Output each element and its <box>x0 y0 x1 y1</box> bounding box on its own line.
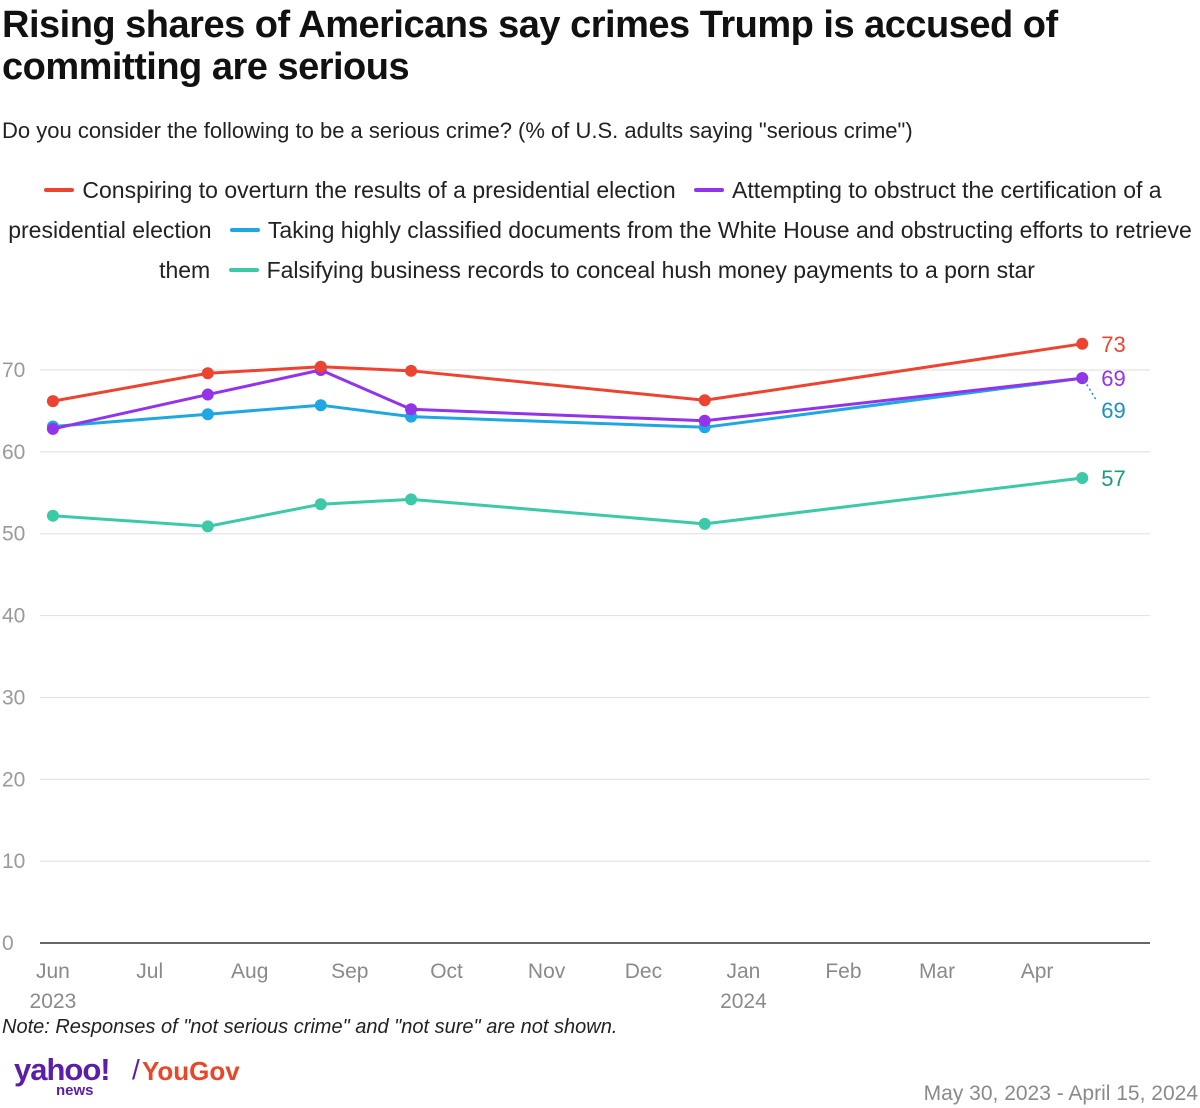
data-point-business-records-0 <box>46 509 59 522</box>
y-axis-ticks: 0 10 20 30 40 50 60 70 <box>2 359 25 955</box>
end-label-overturn: 73 <box>1101 332 1125 357</box>
end-label-leader-classified-documents <box>1083 379 1097 401</box>
data-point-business-records-1 <box>201 520 214 533</box>
end-labels: 73 69 69 57 <box>1083 332 1126 491</box>
y-tick-label-40: 40 <box>2 605 25 628</box>
x-tick-label-apr: Apr <box>1021 960 1054 983</box>
data-point-classified-documents-1 <box>201 408 214 421</box>
x-tick-label-sep: Sep <box>331 960 368 983</box>
x-tick-year-2023: 2023 <box>30 990 77 1013</box>
x-tick-year-2024: 2024 <box>720 990 767 1013</box>
x-tick-label-oct: Oct <box>430 960 463 983</box>
data-point-overturn-0 <box>46 395 59 408</box>
legend-item-overturn: Conspiring to overturn the results of a … <box>44 177 676 203</box>
legend-swatch-overturn <box>44 187 75 192</box>
series-line-business-records <box>52 476 1083 528</box>
end-label-obstruct-certification: 69 <box>1101 366 1125 391</box>
chart-subtitle: Do you consider the following to be a se… <box>2 118 913 143</box>
data-point-obstruct-certification-5 <box>1076 372 1089 385</box>
data-point-obstruct-certification-1 <box>201 388 214 401</box>
x-tick-label-feb: Feb <box>825 960 861 983</box>
x-tick-label-jun: Jun <box>36 960 70 983</box>
data-point-overturn-5 <box>1076 337 1089 350</box>
legend-label-business-records: Falsifying business records to conceal h… <box>266 257 1035 283</box>
data-point-classified-documents-2 <box>314 399 327 412</box>
legend-item-obstruct-certification: Attempting to obstruct the certification… <box>8 177 1161 243</box>
chart-legend: Conspiring to overturn the results of a … <box>0 170 1200 290</box>
legend-label-obstruct-certification: Attempting to obstruct the certification… <box>8 177 1162 243</box>
line-chart: 0 10 20 30 40 50 60 70 Jun 2023 Jul Aug Sep Oct Nov De… <box>2 332 1150 1013</box>
legend-item-business-records: Falsifying business records to conceal h… <box>228 257 1035 283</box>
x-tick-label-jan: Jan <box>727 960 761 983</box>
y-tick-label-50: 50 <box>2 523 25 546</box>
chart-note: Note: Responses of "not serious crime" a… <box>2 1016 618 1038</box>
data-point-overturn-1 <box>201 367 214 380</box>
yahoo-logo-text: yahoo! <box>14 1052 111 1087</box>
series-lines <box>46 337 1089 533</box>
chart-title: Rising shares of Americans say crimes Tr… <box>2 4 1058 88</box>
data-point-obstruct-certification-3 <box>405 403 418 416</box>
legend-item-classified-documents: Taking highly classified documents from … <box>159 217 1192 283</box>
y-tick-label-30: 30 <box>2 686 25 709</box>
series-line-obstruct-certification <box>52 368 1083 431</box>
data-point-overturn-3 <box>405 364 418 377</box>
yahoo-news-yougov-logo: yahoo! news / YouGov <box>14 1052 274 1102</box>
y-tick-label-20: 20 <box>2 768 25 791</box>
data-point-business-records-4 <box>698 517 711 530</box>
y-tick-label-70: 70 <box>2 359 25 382</box>
legend-swatch-classified-documents <box>229 227 260 232</box>
x-tick-label-jul: Jul <box>136 960 163 983</box>
x-tick-label-nov: Nov <box>528 960 566 983</box>
gridlines <box>40 369 1150 944</box>
data-point-business-records-2 <box>314 498 327 511</box>
end-label-business-records: 57 <box>1101 466 1125 491</box>
data-point-obstruct-certification-0 <box>46 422 59 435</box>
legend-swatch-obstruct-certification <box>694 187 725 192</box>
y-tick-label-0: 0 <box>2 932 14 955</box>
data-point-overturn-4 <box>698 394 711 407</box>
series-line-classified-documents <box>52 376 1083 429</box>
series-line-overturn <box>52 342 1083 403</box>
data-point-business-records-3 <box>405 493 418 506</box>
date-range: May 30, 2023 - April 15, 2024 <box>923 1082 1198 1105</box>
data-point-business-records-5 <box>1076 472 1089 485</box>
x-tick-label-dec: Dec <box>625 960 662 983</box>
data-point-obstruct-certification-4 <box>698 414 711 427</box>
y-tick-label-10: 10 <box>2 850 25 873</box>
x-tick-label-aug: Aug <box>231 960 268 983</box>
legend-swatch-business-records <box>228 267 259 272</box>
x-axis-ticks: Jun 2023 Jul Aug Sep Oct Nov Dec Jan 2024 Feb Mar Ap… <box>30 960 1054 1013</box>
legend-label-overturn: Conspiring to overturn the results of a … <box>82 177 676 203</box>
data-point-overturn-2 <box>314 360 327 373</box>
yougov-logo-text: YouGov <box>142 1056 240 1086</box>
y-tick-label-60: 60 <box>2 441 25 464</box>
logo-divider: / <box>132 1054 140 1085</box>
x-tick-label-mar: Mar <box>919 960 955 983</box>
legend-label-classified-documents: Taking highly classified documents from … <box>159 217 1192 283</box>
news-logo-text: news <box>56 1082 94 1099</box>
end-label-classified-documents: 69 <box>1101 398 1125 423</box>
